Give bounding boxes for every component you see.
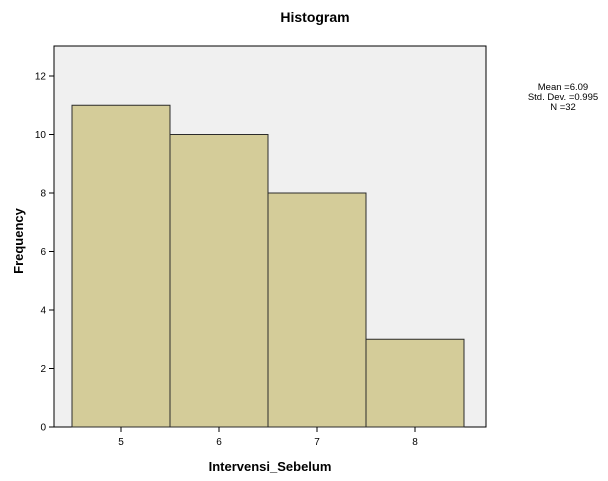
histogram-bar-7 [267, 192, 367, 428]
y-tick-label: 2 [40, 364, 46, 375]
stat-n: N =32 [550, 102, 576, 113]
y-axis-label: Frequency [11, 207, 26, 274]
y-tick-label: 8 [40, 189, 46, 200]
x-tick-label: 5 [118, 437, 124, 448]
y-tick-label: 10 [35, 130, 47, 141]
y-axis: 0 2 4 6 8 10 12 [35, 72, 54, 434]
x-tick-label: 8 [412, 437, 418, 448]
histogram-bar-8 [365, 338, 465, 428]
y-tick-label: 4 [40, 306, 46, 317]
y-tick-label: 6 [40, 247, 46, 258]
y-tick-label: 12 [35, 72, 47, 83]
stat-std-dev: Std. Dev. =0.995 [528, 92, 598, 103]
y-tick-label: 0 [40, 423, 46, 434]
statistics-box: Mean =6.09 Std. Dev. =0.995 N =32 [528, 82, 598, 113]
chart-title: Histogram [280, 9, 349, 25]
x-axis: 5 6 7 8 [118, 427, 418, 448]
stat-mean: Mean =6.09 [538, 82, 588, 93]
bars-group [71, 104, 465, 428]
x-axis-label: Intervensi_Sebelum [209, 459, 332, 474]
x-tick-label: 6 [216, 437, 222, 448]
histogram-bar-6 [169, 134, 269, 428]
histogram-bar-5 [71, 104, 171, 428]
x-tick-label: 7 [314, 437, 320, 448]
